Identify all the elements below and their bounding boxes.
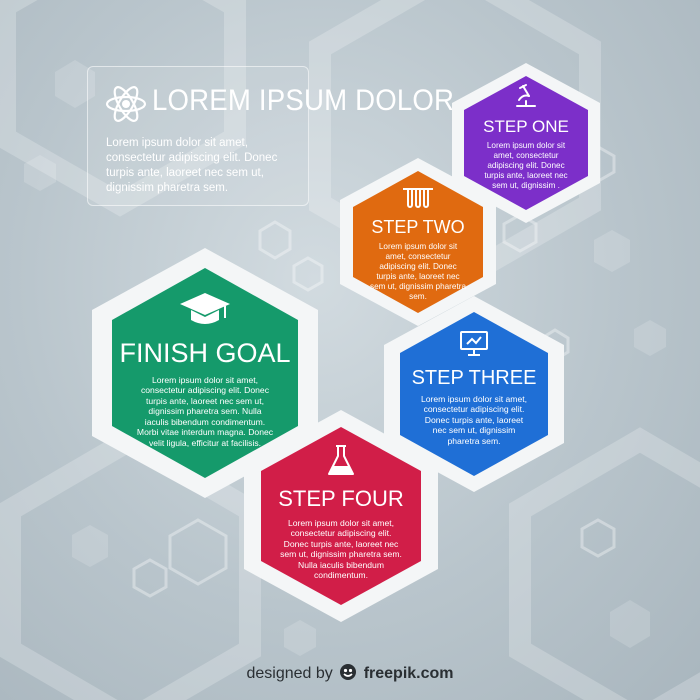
- step-one-title: STEP ONE: [483, 117, 569, 136]
- step-four-hexagon: STEP FOUR Lorem ipsum dolor sit amet, co…: [244, 410, 438, 622]
- footer-credit: designed by freepik.com: [0, 663, 700, 683]
- freepik-logo-icon: [340, 664, 357, 680]
- step-three-hexagon: STEP THREE Lorem ipsum dolor sit amet, c…: [384, 296, 564, 492]
- graduation-cap-icon: [180, 293, 230, 324]
- footer-brand-link[interactable]: freepik.com: [363, 665, 454, 682]
- flask-icon: [328, 445, 354, 475]
- finish-goal-title: FINISH GOAL: [119, 338, 291, 368]
- step-one-text: Lorem ipsum dolor sit amet, consectetur …: [484, 141, 568, 190]
- finish-goal-hexagon: FINISH GOAL Lorem ipsum dolor sit amet, …: [92, 248, 318, 498]
- page-title: LOREM IPSUM DOLOR: [152, 84, 455, 117]
- step-one-hexagon: STEP ONE Lorem ipsum dolor sit amet, con…: [452, 63, 600, 223]
- step-two-hexagon: STEP TWO Lorem ipsum dolor sit amet, con…: [340, 158, 496, 326]
- microscope-icon: [516, 84, 536, 107]
- step-two-title: STEP TWO: [371, 217, 465, 237]
- step-two-text: Lorem ipsum dolor sit amet, consectetur …: [370, 242, 467, 301]
- step-four-title: STEP FOUR: [278, 486, 404, 511]
- monitor-icon: [460, 331, 488, 356]
- atom-icon: [105, 86, 147, 122]
- step-three-title: STEP THREE: [411, 367, 537, 389]
- finish-goal-text: Lorem ipsum dolor sit amet, consectetur …: [136, 375, 274, 448]
- step-three-text: Lorem ipsum dolor sit amet, consectetur …: [420, 394, 528, 446]
- test-tubes-icon: [403, 188, 433, 208]
- footer-prefix: designed by: [246, 665, 333, 682]
- step-four-text: Lorem ipsum dolor sit amet, consectetur …: [280, 518, 402, 581]
- header-description: Lorem ipsum dolor sit amet, consectetur …: [106, 137, 278, 194]
